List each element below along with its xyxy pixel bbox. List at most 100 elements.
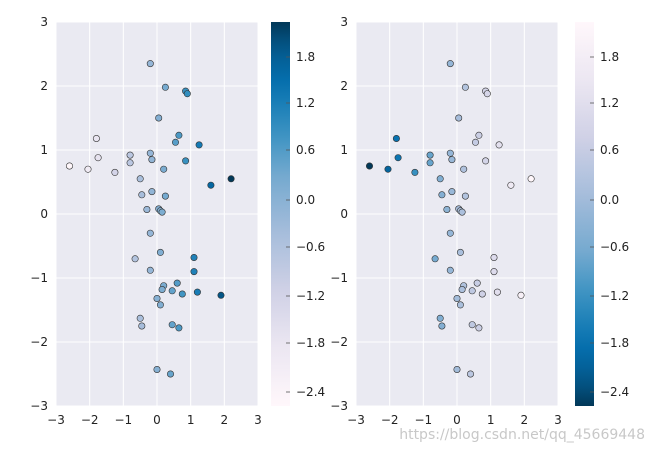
colorbar-tick-label: −1.2 — [296, 289, 325, 303]
data-point — [207, 181, 215, 189]
data-point — [455, 114, 463, 122]
x-tick-label: 0 — [453, 413, 461, 427]
data-point — [173, 279, 181, 287]
y-tick-label: −1 — [30, 271, 48, 285]
data-point — [94, 154, 102, 162]
x-tick-label: −2 — [81, 413, 99, 427]
data-point — [483, 90, 491, 98]
data-point — [175, 324, 183, 332]
data-point — [471, 138, 479, 146]
data-point — [148, 156, 156, 164]
colorbar-tick-label: 1.2 — [296, 96, 315, 110]
data-point — [460, 165, 468, 173]
colorbar-tick-label: 0.6 — [296, 143, 315, 157]
data-point — [384, 165, 392, 173]
data-point — [426, 159, 434, 167]
data-point — [517, 291, 525, 299]
data-point — [473, 279, 481, 287]
y-tick-label: 0 — [40, 207, 48, 221]
data-point — [507, 181, 515, 189]
colorbar-tick-label: 0.0 — [296, 193, 315, 207]
watermark: https://blog.csdn.net/qq_45669448 — [399, 427, 645, 443]
y-tick-label: −1 — [330, 271, 348, 285]
data-point — [527, 175, 535, 183]
x-tick-label: −1 — [414, 413, 432, 427]
data-point — [446, 149, 454, 157]
data-point — [161, 83, 169, 91]
data-point — [158, 285, 166, 293]
x-tick-label: −2 — [381, 413, 399, 427]
data-point — [168, 321, 176, 329]
colorbar-tick-label: 0.0 — [600, 193, 619, 207]
colorbar-tick-label: 1.2 — [600, 96, 619, 110]
data-point — [426, 151, 434, 159]
data-point — [84, 165, 92, 173]
colorbar-tick-label: −2.4 — [600, 385, 629, 399]
data-point — [478, 290, 486, 298]
data-point — [131, 255, 139, 263]
data-point — [446, 229, 454, 237]
data-point — [456, 301, 464, 309]
y-tick-label: 3 — [40, 15, 48, 29]
colorbar-tick-label: 0.6 — [600, 143, 619, 157]
colorbar-tick-label: −1.2 — [600, 289, 629, 303]
data-point — [153, 365, 161, 373]
data-point — [466, 370, 474, 378]
data-point — [158, 208, 166, 216]
data-point — [392, 135, 400, 143]
data-point — [468, 321, 476, 329]
data-point — [136, 175, 144, 183]
x-tick-label: 1 — [187, 413, 195, 427]
data-point — [178, 290, 186, 298]
data-point — [146, 149, 154, 157]
data-point — [443, 206, 451, 214]
colorbar-tick-label: −0.6 — [600, 240, 629, 254]
x-tick-label: −3 — [47, 413, 65, 427]
data-point — [217, 291, 225, 299]
data-point — [456, 248, 464, 256]
data-point — [190, 254, 198, 262]
data-point — [143, 206, 151, 214]
data-point — [365, 162, 373, 170]
data-point — [448, 188, 456, 196]
y-tick-label: 0 — [340, 207, 348, 221]
data-point — [175, 131, 183, 139]
data-point — [156, 301, 164, 309]
data-point — [153, 294, 161, 302]
data-point — [458, 285, 466, 293]
data-point — [146, 229, 154, 237]
data-point — [448, 156, 456, 164]
data-point — [475, 131, 483, 139]
data-point — [482, 157, 490, 165]
data-point — [438, 191, 446, 199]
data-point — [453, 294, 461, 302]
colorbar — [575, 22, 594, 406]
data-point — [461, 192, 469, 200]
data-point — [475, 324, 483, 332]
data-point — [126, 151, 134, 159]
data-point — [138, 322, 146, 330]
data-point — [461, 83, 469, 91]
data-point — [193, 288, 201, 296]
data-point — [172, 138, 180, 146]
data-point — [431, 255, 439, 263]
x-tick-label: 3 — [254, 413, 262, 427]
colorbar — [271, 22, 290, 406]
y-tick-label: −3 — [30, 399, 48, 413]
data-point — [155, 114, 163, 122]
x-tick-label: 2 — [521, 413, 529, 427]
y-tick-label: 3 — [340, 15, 348, 29]
data-point — [453, 365, 461, 373]
data-point — [168, 287, 176, 295]
data-point — [458, 208, 466, 216]
x-tick-label: 2 — [221, 413, 229, 427]
y-tick-label: 1 — [340, 143, 348, 157]
colorbar-tick-label: 1.8 — [600, 50, 619, 64]
data-point — [195, 141, 203, 149]
data-point — [111, 168, 119, 176]
data-point — [490, 254, 498, 262]
x-tick-label: −1 — [114, 413, 132, 427]
colorbar-tick-label: 1.8 — [296, 50, 315, 64]
colorbar-tick-label: −2.4 — [296, 385, 325, 399]
data-point — [156, 248, 164, 256]
